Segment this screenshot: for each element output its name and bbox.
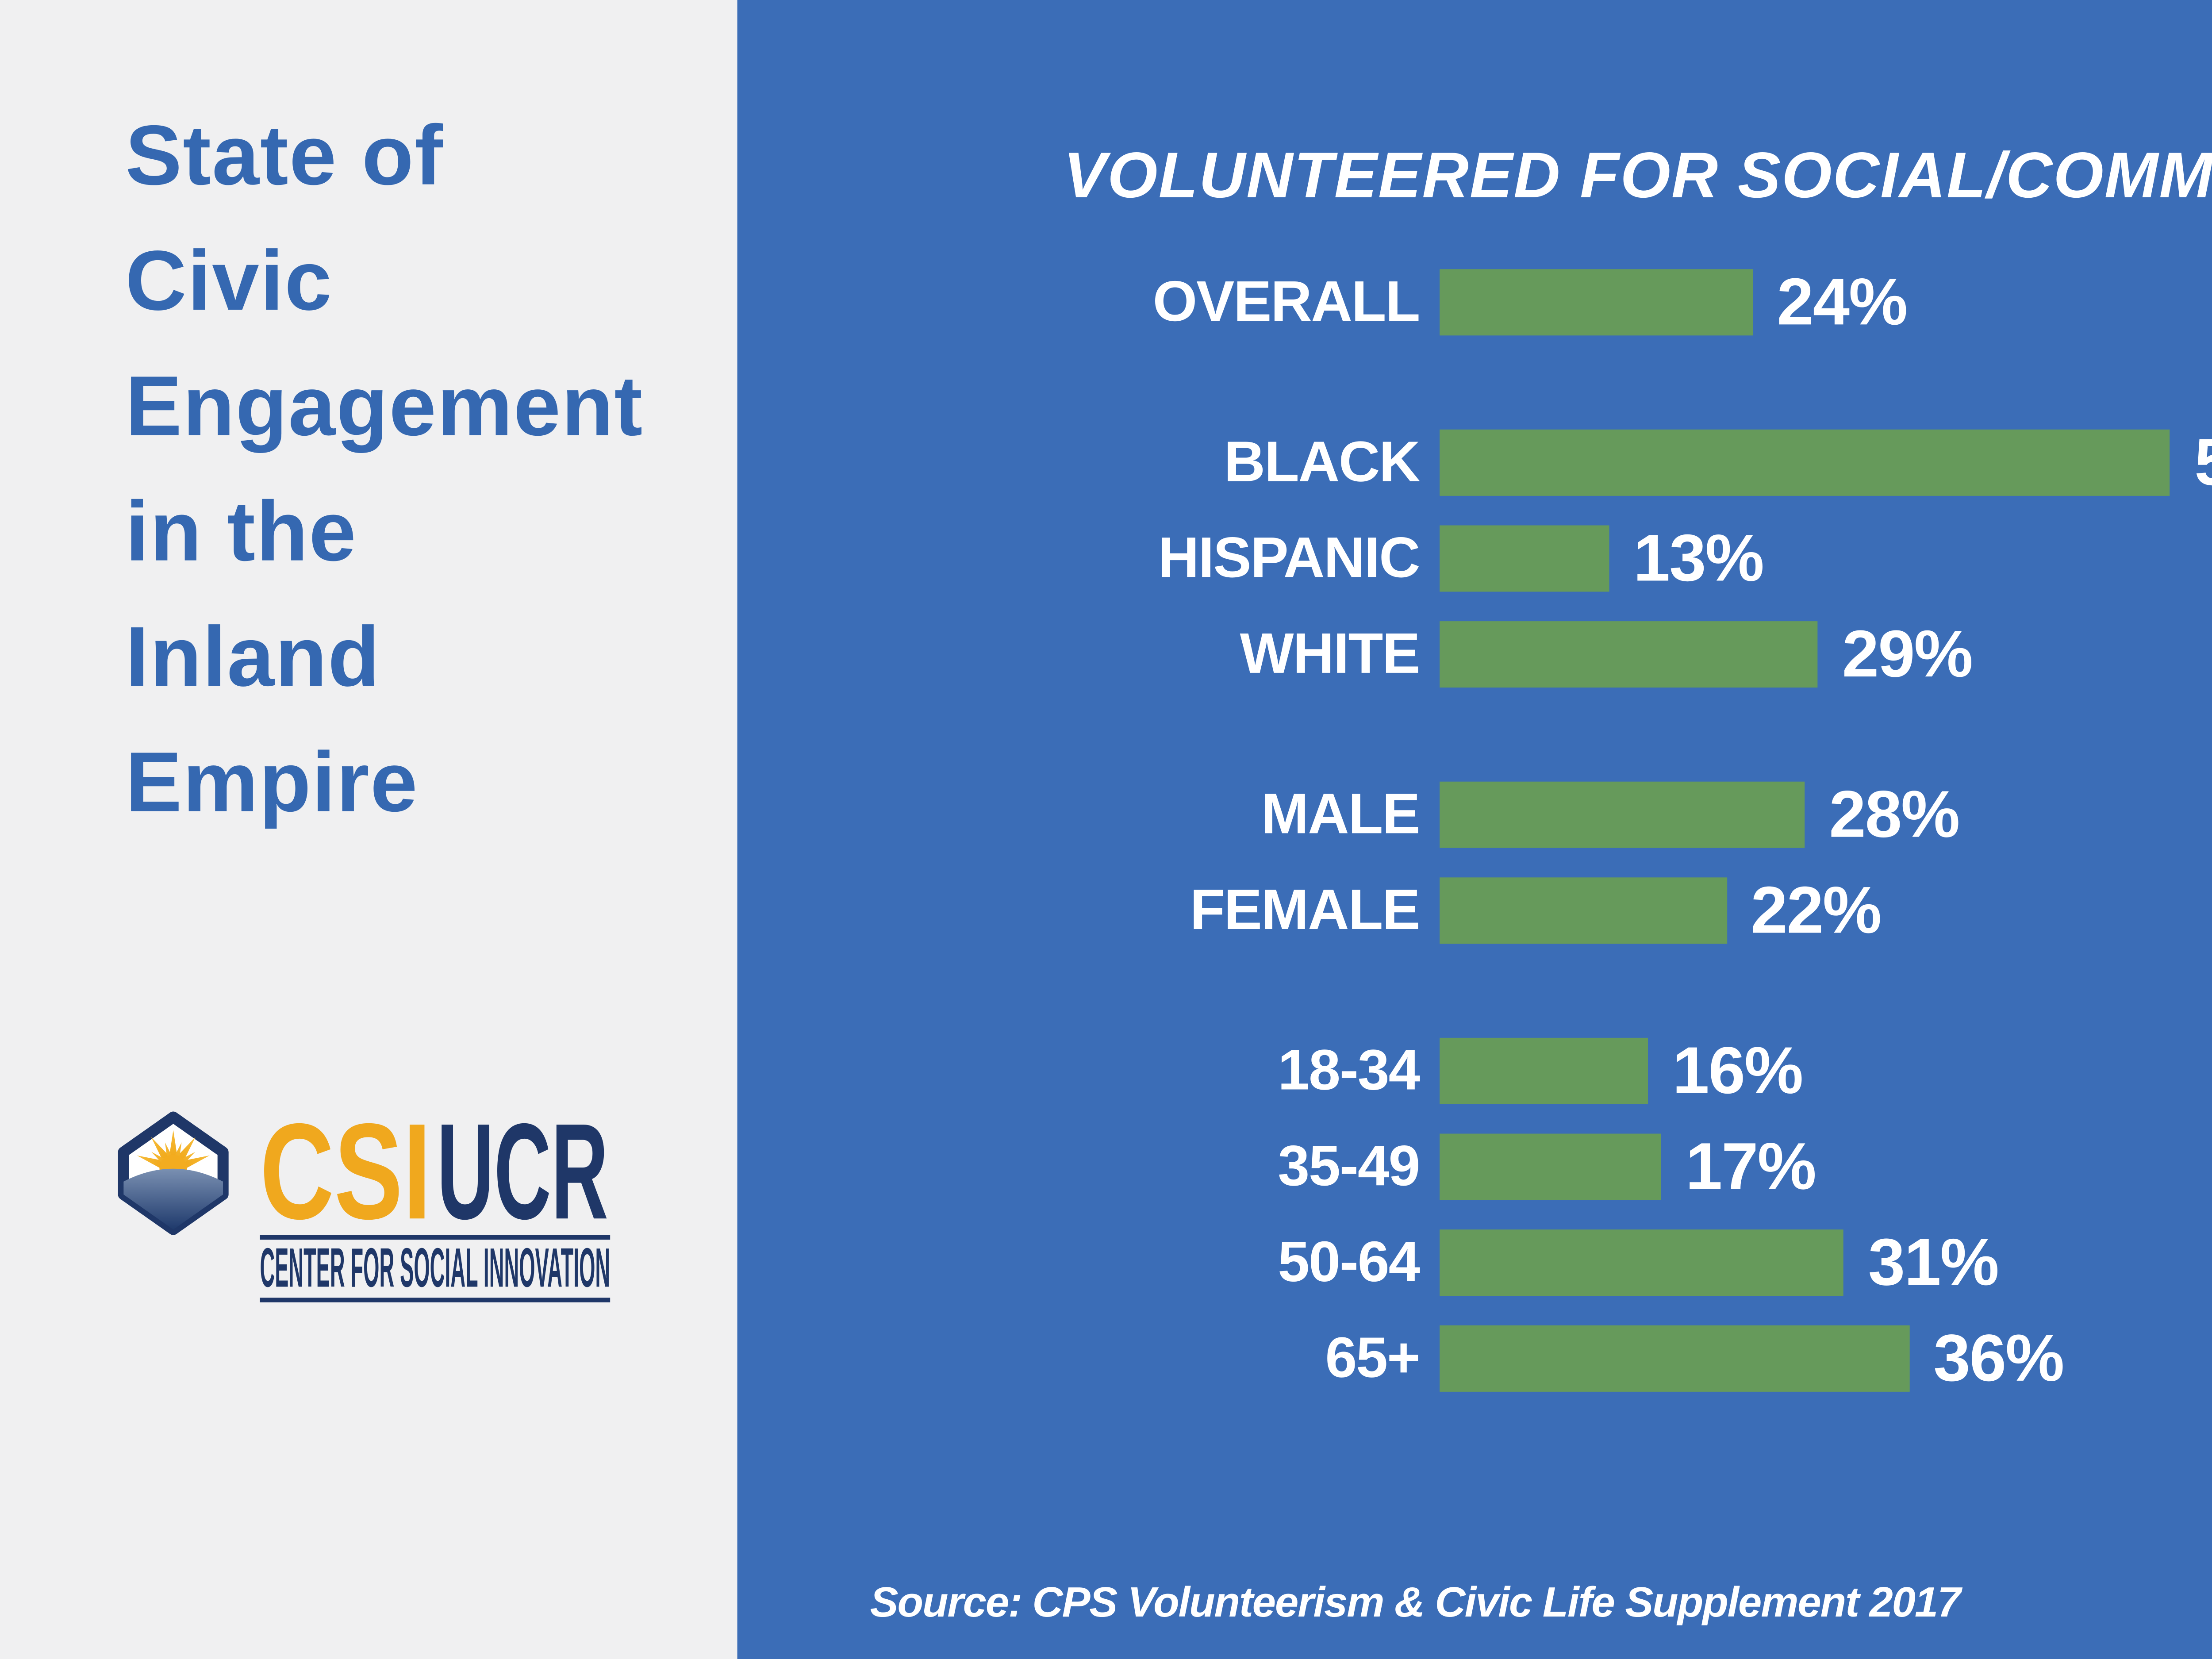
bar-row-35-49: 35-49 17% (737, 1128, 2212, 1204)
bar-value: 28% (1829, 776, 1960, 852)
bar (1440, 1133, 1662, 1200)
csi-ucr-logo: CSI UCR CENTER FOR SOCIAL INNOVATION (118, 1106, 611, 1302)
bar-value: 17% (1685, 1128, 1816, 1204)
bar-value: 36% (1933, 1320, 2064, 1396)
logo-rule-top (260, 1235, 611, 1240)
bar-label: BLACK (1224, 429, 1421, 494)
bar (1440, 877, 1727, 944)
sidebar: State of Civic Engagement in the Inland … (0, 0, 737, 1659)
bar-row-18-34: 18-34 16% (737, 1032, 2212, 1108)
page-title-line: in the (125, 483, 357, 579)
bar-row-white: WHITE 29% (737, 615, 2212, 691)
page-title-line: Engagement (125, 357, 644, 454)
logo-acronym-ucr: UCR (437, 1106, 609, 1248)
logo-rule-bottom (260, 1298, 611, 1302)
bar-value: 56% (2194, 429, 2212, 496)
bar (1440, 1229, 1844, 1296)
page-title-line: Civic (125, 232, 333, 328)
bar-value: 29% (1842, 615, 1973, 691)
bar-group-age: 18-34 16% 35-49 17% 50-64 31% 65+ (737, 1032, 2212, 1392)
bar-label: HISPANIC (1158, 525, 1420, 590)
bar-row-65-plus: 65+ 36% (737, 1325, 2212, 1392)
bar (1440, 1325, 1910, 1392)
page-title-line: Inland (125, 608, 381, 704)
bar (1440, 525, 1609, 592)
bar (1440, 269, 1753, 336)
source-note: Source: CPS Volunteerism & Civic Life Su… (870, 1578, 1961, 1626)
page-title-line: State of (125, 107, 444, 203)
bar-value: 22% (1751, 872, 1882, 948)
bar-group-gender: MALE 28% FEMALE 22% (737, 776, 2212, 948)
bar-label: OVERALL (1152, 269, 1421, 334)
logo-acronym-csi: CSI (260, 1106, 432, 1248)
bar-label: MALE (1261, 781, 1421, 846)
bar-row-female: FEMALE 22% (737, 872, 2212, 948)
bar-row-black: BLACK 56% (737, 429, 2212, 496)
bar-label: 35-49 (1278, 1133, 1420, 1198)
bar-label: WHITE (1240, 621, 1421, 686)
bar-row-overall: OVERALL 24% (737, 263, 2212, 339)
sunrise-hexagon-icon (118, 1111, 229, 1235)
bar-value: 24% (1777, 263, 1908, 339)
bar (1440, 429, 2171, 496)
bar-value: 31% (1868, 1224, 1999, 1300)
bar-label: 65+ (1325, 1325, 1420, 1390)
bar-chart: OVERALL 24% BLACK 56% HISPANIC 13% WHI (737, 263, 2212, 1486)
hill (123, 1168, 223, 1230)
logo-tagline: CENTER FOR SOCIAL INNOVATION (260, 1237, 611, 1298)
bar-label: FEMALE (1190, 877, 1421, 942)
bar (1440, 781, 1805, 848)
bar (1440, 621, 1818, 688)
chart-title: VOLUNTEERED FOR SOCIAL/COMMUNITY ORGS (1063, 140, 2212, 212)
bar-group-overall: OVERALL 24% (737, 263, 2212, 339)
bar-group-race-ethnicity: BLACK 56% HISPANIC 13% WHITE 29% (737, 429, 2212, 691)
bar-label: 50-64 (1278, 1229, 1420, 1294)
page-title: State of Civic Engagement in the Inland … (125, 92, 643, 844)
bar-value: 13% (1633, 520, 1764, 595)
bar-row-male: MALE 28% (737, 776, 2212, 852)
bar-label: 18-34 (1278, 1037, 1420, 1102)
page-title-line: Empire (125, 733, 419, 830)
bar-row-hispanic: HISPANIC 13% (737, 520, 2212, 595)
bar (1440, 1037, 1649, 1104)
bar-value: 16% (1672, 1032, 1803, 1108)
chart-panel: VOLUNTEERED FOR SOCIAL/COMMUNITY ORGS OV… (737, 0, 2212, 1659)
bar-row-50-64: 50-64 31% (737, 1229, 2212, 1296)
